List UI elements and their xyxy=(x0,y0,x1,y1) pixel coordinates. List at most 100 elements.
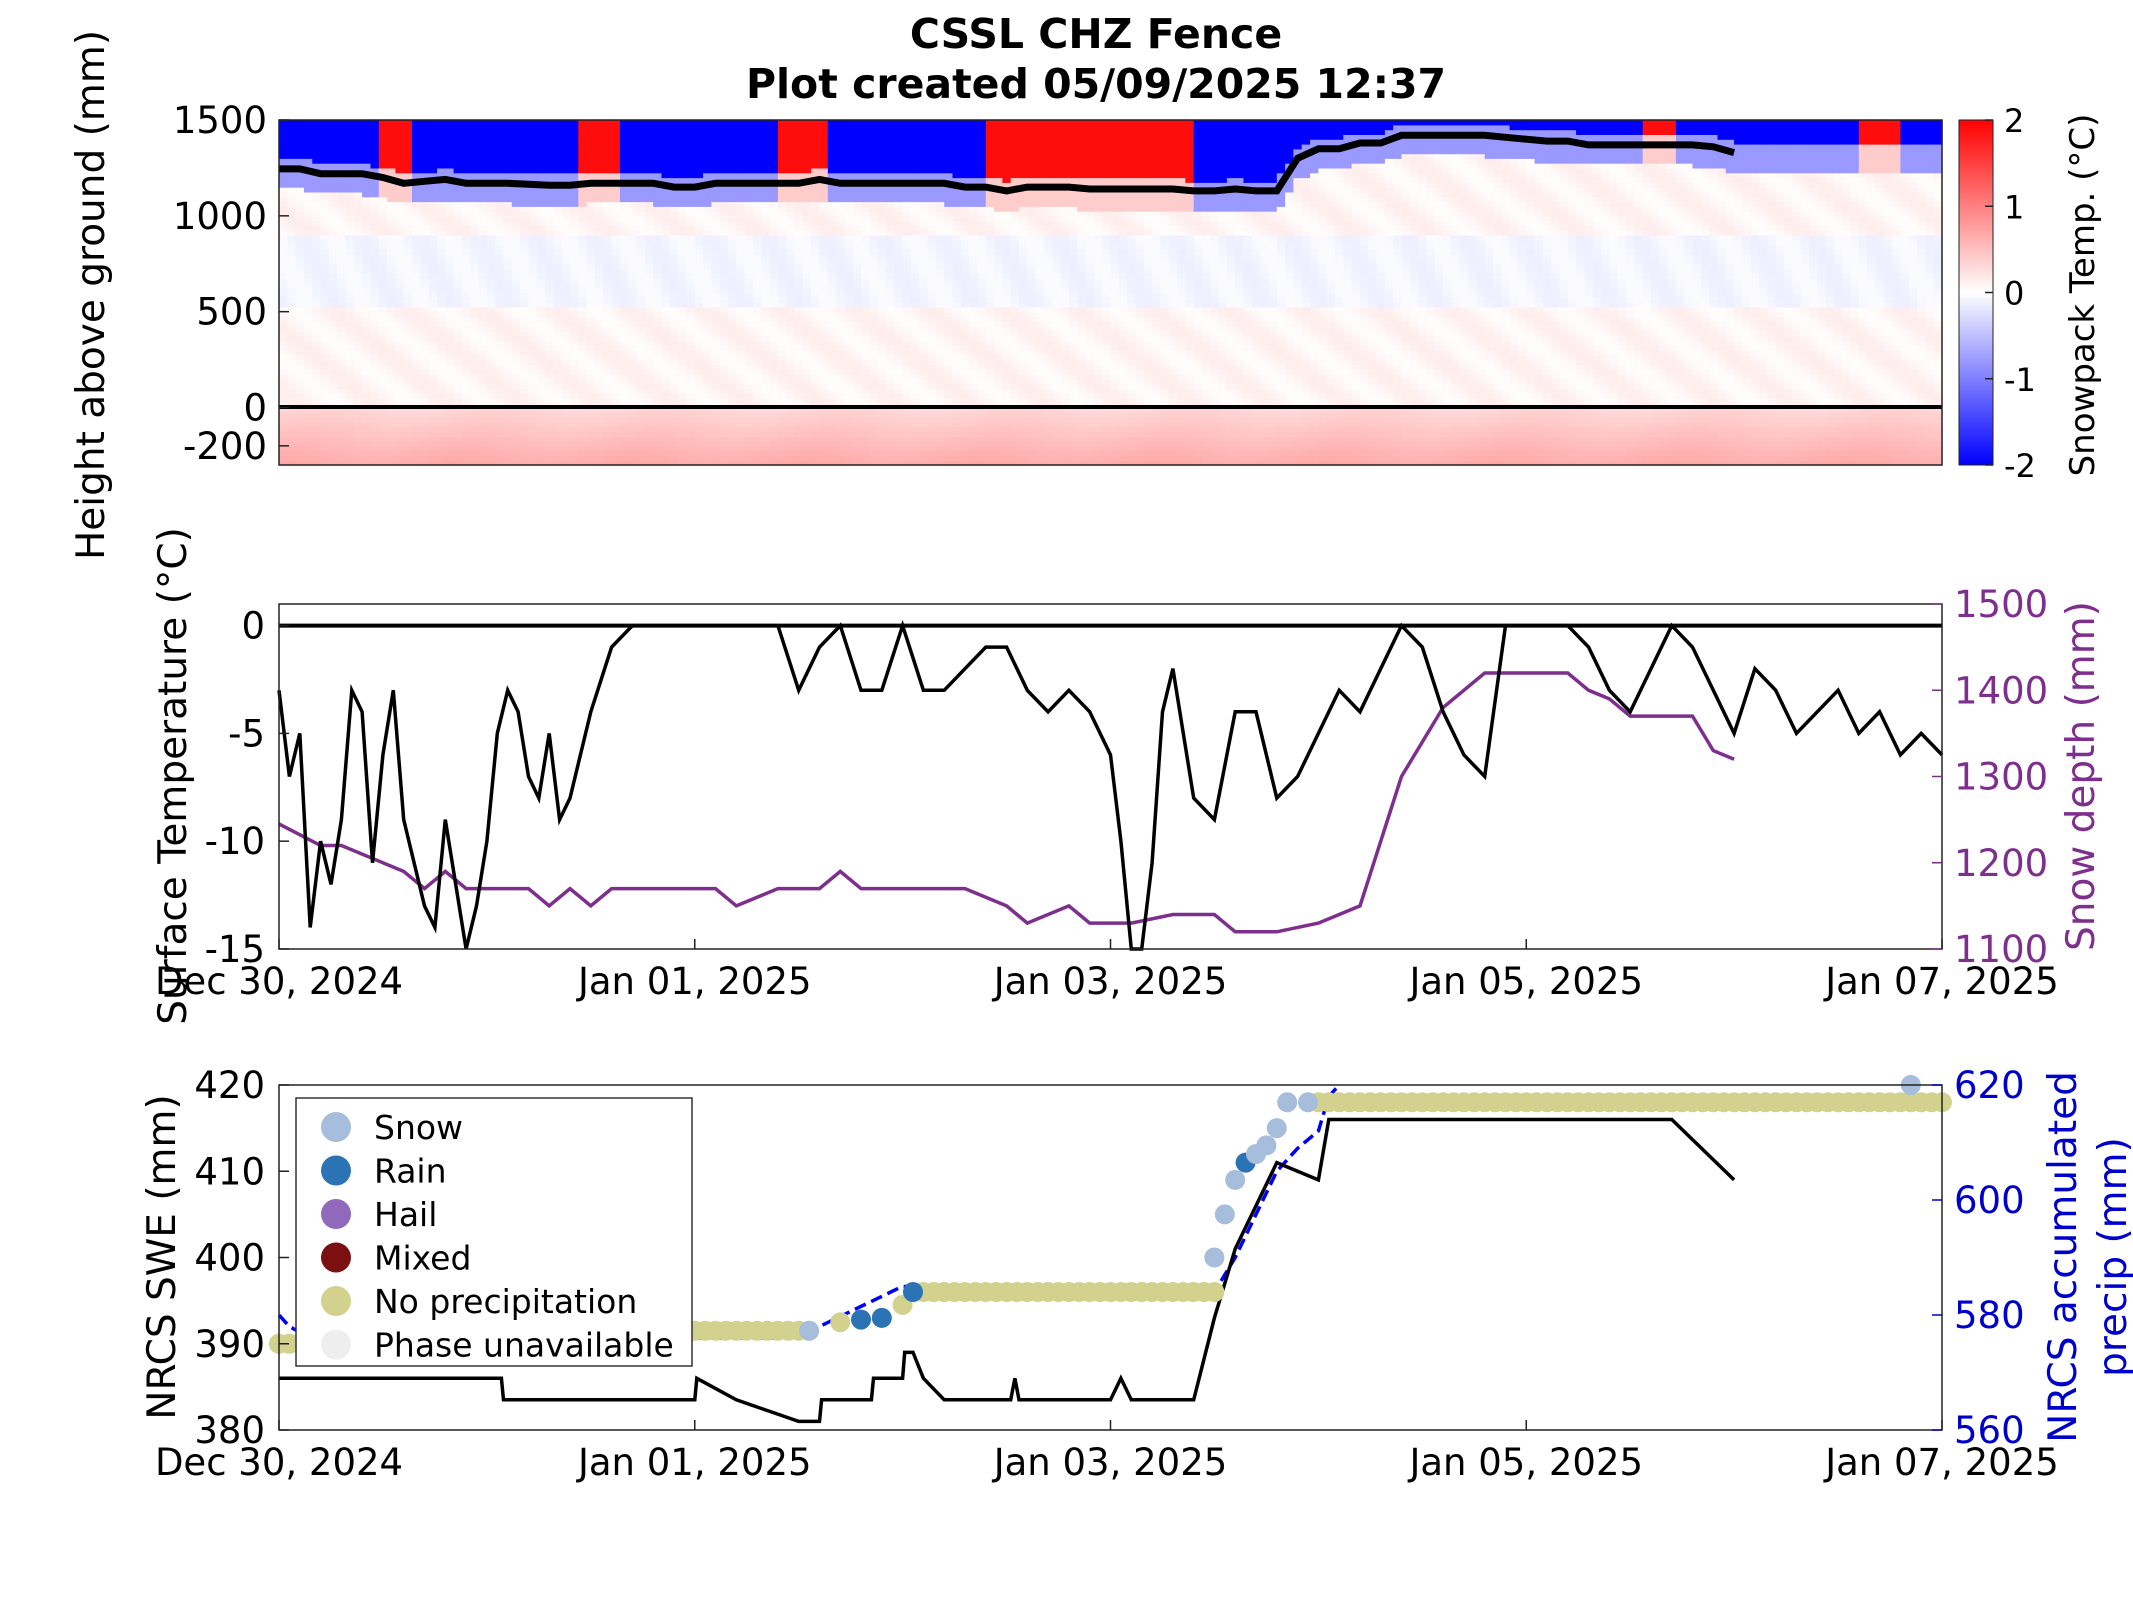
heatmap-cell xyxy=(711,259,721,265)
heatmap-cell xyxy=(395,417,405,423)
heatmap-cell xyxy=(511,369,521,375)
heatmap-cell xyxy=(728,148,737,155)
heatmap-cell xyxy=(395,134,405,140)
heatmap-cell xyxy=(545,426,554,433)
heatmap-cell xyxy=(387,163,396,169)
heatmap-cell xyxy=(412,282,421,289)
heatmap-cell xyxy=(703,249,712,255)
heatmap-cell xyxy=(453,345,463,351)
heatmap-cell xyxy=(295,407,305,413)
heatmap-cell xyxy=(470,167,480,174)
heatmap-cell xyxy=(827,163,837,169)
heatmap-cell xyxy=(661,120,671,126)
heatmap-cell xyxy=(303,335,313,341)
heatmap-cell xyxy=(852,383,862,389)
heatmap-cell xyxy=(777,278,787,284)
heatmap-cell xyxy=(736,124,746,131)
figure-subtitle: Plot created 05/09/2025 12:37 xyxy=(746,60,1446,108)
heatmap-cell xyxy=(378,412,388,418)
heatmap-cell xyxy=(769,235,779,241)
heatmap-cell xyxy=(520,455,529,461)
heatmap-cell xyxy=(603,306,613,313)
heatmap-cell xyxy=(536,120,546,126)
heatmap-cell xyxy=(287,426,297,433)
heatmap-cell xyxy=(603,172,613,179)
heatmap-cell xyxy=(345,302,355,308)
heatmap-cell xyxy=(353,191,363,198)
heatmap-cell xyxy=(694,249,704,255)
heatmap-cell xyxy=(802,244,812,250)
heatmap-cell xyxy=(819,139,829,145)
heatmap-cell xyxy=(728,220,737,226)
heatmap-cell xyxy=(595,426,604,433)
heatmap-cell xyxy=(711,278,721,284)
heatmap-cell xyxy=(844,239,854,246)
heatmap-cell xyxy=(802,144,812,150)
heatmap-cell xyxy=(470,311,480,318)
heatmap-cell xyxy=(578,273,588,279)
heatmap-cell xyxy=(470,441,480,447)
heatmap-cell xyxy=(511,393,521,399)
heatmap-cell xyxy=(761,436,771,442)
heatmap-cell xyxy=(362,287,371,294)
heatmap-cell xyxy=(753,196,762,203)
heatmap-cell xyxy=(703,278,712,284)
heatmap-cell xyxy=(395,393,405,399)
heatmap-cell xyxy=(811,244,821,250)
heatmap-cell xyxy=(370,407,380,413)
heatmap-cell xyxy=(486,220,496,226)
heatmap-cell xyxy=(744,225,754,231)
heatmap-cell xyxy=(786,187,796,193)
heatmap-cell xyxy=(653,378,663,385)
heatmap-cell xyxy=(827,306,837,313)
heatmap-cell xyxy=(769,230,779,236)
heatmap-cell xyxy=(744,235,754,241)
heatmap-cell xyxy=(303,187,313,193)
heatmap-cell xyxy=(636,426,646,433)
heatmap-cell xyxy=(736,359,746,365)
heatmap-cell xyxy=(570,302,579,308)
heatmap-cell xyxy=(678,374,687,380)
heatmap-cell xyxy=(287,187,297,193)
heatmap-cell xyxy=(279,206,288,212)
heatmap-cell xyxy=(844,421,854,428)
heatmap-cell xyxy=(511,364,521,370)
heatmap-cell xyxy=(802,340,812,346)
heatmap-cell xyxy=(320,417,330,423)
heatmap-cell xyxy=(678,239,687,246)
heatmap-cell xyxy=(578,249,588,255)
heatmap-cell xyxy=(628,460,638,466)
heatmap-cell xyxy=(503,311,513,318)
heatmap-cell xyxy=(545,220,554,226)
heatmap-cell xyxy=(353,263,363,270)
heatmap-cell xyxy=(503,287,513,294)
heatmap-cell xyxy=(844,364,854,370)
heatmap-cell xyxy=(694,158,704,164)
heatmap-cell xyxy=(736,120,746,126)
heatmap-cell xyxy=(312,163,322,169)
heatmap-cell xyxy=(362,124,371,131)
heatmap-cell xyxy=(644,153,654,159)
heatmap-cell xyxy=(719,153,729,159)
heatmap-cell xyxy=(636,259,646,265)
heatmap-cell xyxy=(611,374,621,380)
heatmap-cell xyxy=(486,359,496,365)
heatmap-cell xyxy=(619,139,629,145)
heatmap-cell xyxy=(653,340,663,346)
heatmap-cell xyxy=(312,302,322,308)
heatmap-cell xyxy=(728,292,737,298)
heatmap-cell xyxy=(511,297,521,303)
heatmap-cell xyxy=(836,287,845,294)
heatmap-cell xyxy=(345,230,355,236)
heatmap-cell xyxy=(428,412,438,418)
heatmap-cell xyxy=(511,215,521,222)
heatmap-cell xyxy=(728,302,737,308)
heatmap-cell xyxy=(761,330,771,337)
heatmap-cell xyxy=(586,254,596,260)
heatmap-cell xyxy=(586,282,596,289)
heatmap-cell xyxy=(362,244,371,250)
heatmap-cell xyxy=(852,345,862,351)
heatmap-cell xyxy=(644,311,654,318)
heatmap-cell xyxy=(794,378,804,385)
heatmap-cell xyxy=(694,316,704,322)
